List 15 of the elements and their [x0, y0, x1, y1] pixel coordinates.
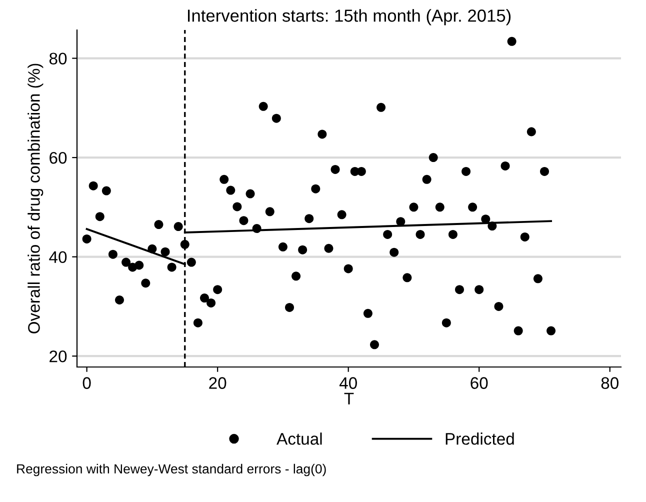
- legend-label: Predicted: [446, 432, 514, 445]
- y-tick-label: 60: [50, 152, 67, 164]
- legend-label: Actual: [276, 432, 322, 445]
- y-axis-title: Overall ratio of drug combination (%): [28, 64, 44, 334]
- x-tick-label: 0: [82, 377, 91, 389]
- chart-title: Intervention starts: 15th month (Apr. 2015): [188, 9, 511, 26]
- x-tick-label: 20: [209, 377, 226, 389]
- text: Regression with Newey-West standard errors - lag(0): [17, 464, 326, 476]
- x-tick-label: 60: [470, 377, 488, 389]
- y-tick-label: 80: [49, 52, 67, 64]
- y-tick-label: 20: [50, 350, 67, 362]
- x-tick-label: 80: [601, 377, 619, 389]
- x-axis-title: T: [344, 392, 354, 404]
- x-tick-label: 40: [339, 377, 357, 389]
- y-tick-label: 40: [49, 251, 67, 264]
